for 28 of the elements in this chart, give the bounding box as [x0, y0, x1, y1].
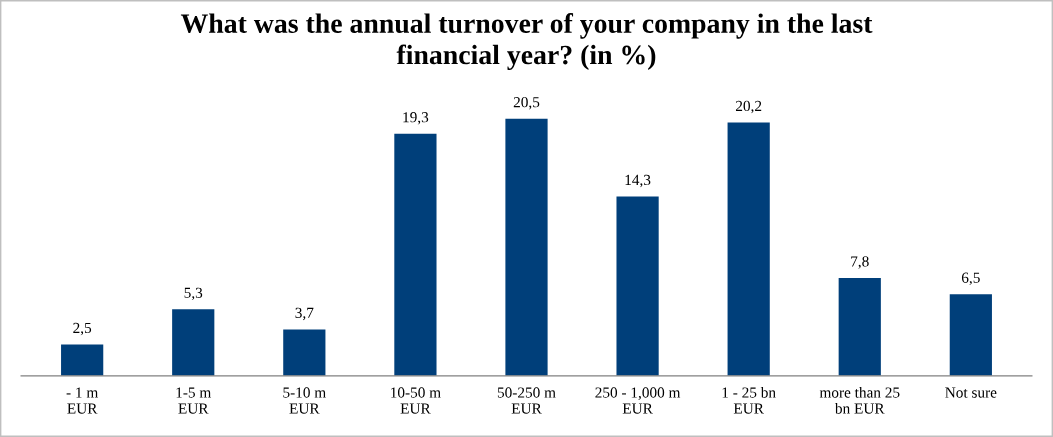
x-tick-label: - 1 m EUR	[66, 387, 99, 414]
data-label: 3,7	[295, 307, 314, 321]
data-label: 6,5	[961, 272, 980, 286]
x-tick-label: 1 - 25 bn EUR	[722, 386, 776, 414]
x-tick-label: more than 25 bn EUR	[819, 386, 900, 414]
bar	[616, 196, 659, 376]
bar	[505, 118, 548, 376]
bar	[61, 344, 104, 376]
data-label: 14,3	[625, 174, 651, 188]
data-label: 7,8	[851, 256, 869, 269]
data-label: 19,3	[403, 112, 429, 125]
data-label: 5,3	[184, 287, 203, 301]
data-label: 20,2	[735, 100, 762, 114]
x-tick-label: 250 - 1,000 m EUR	[595, 387, 681, 414]
x-tick-label: 10-50 m EUR	[391, 387, 441, 414]
chart-title: What was the annual turnover of your company in the last financial year? (in %)	[180, 13, 873, 71]
bar	[838, 278, 881, 376]
bar	[949, 294, 992, 376]
x-tick-label: Not sure	[945, 387, 997, 398]
x-tick-label: 5-10 m EUR	[283, 387, 326, 414]
x-tick-label: 1-5 m EUR	[176, 387, 212, 414]
data-label: 20,5	[513, 97, 540, 110]
data-label: 2,5	[73, 322, 92, 336]
bar	[394, 133, 437, 376]
x-tick-label: 50-250 m EUR	[497, 387, 556, 414]
bar	[283, 329, 326, 376]
bar	[172, 309, 215, 376]
bar	[727, 122, 770, 376]
